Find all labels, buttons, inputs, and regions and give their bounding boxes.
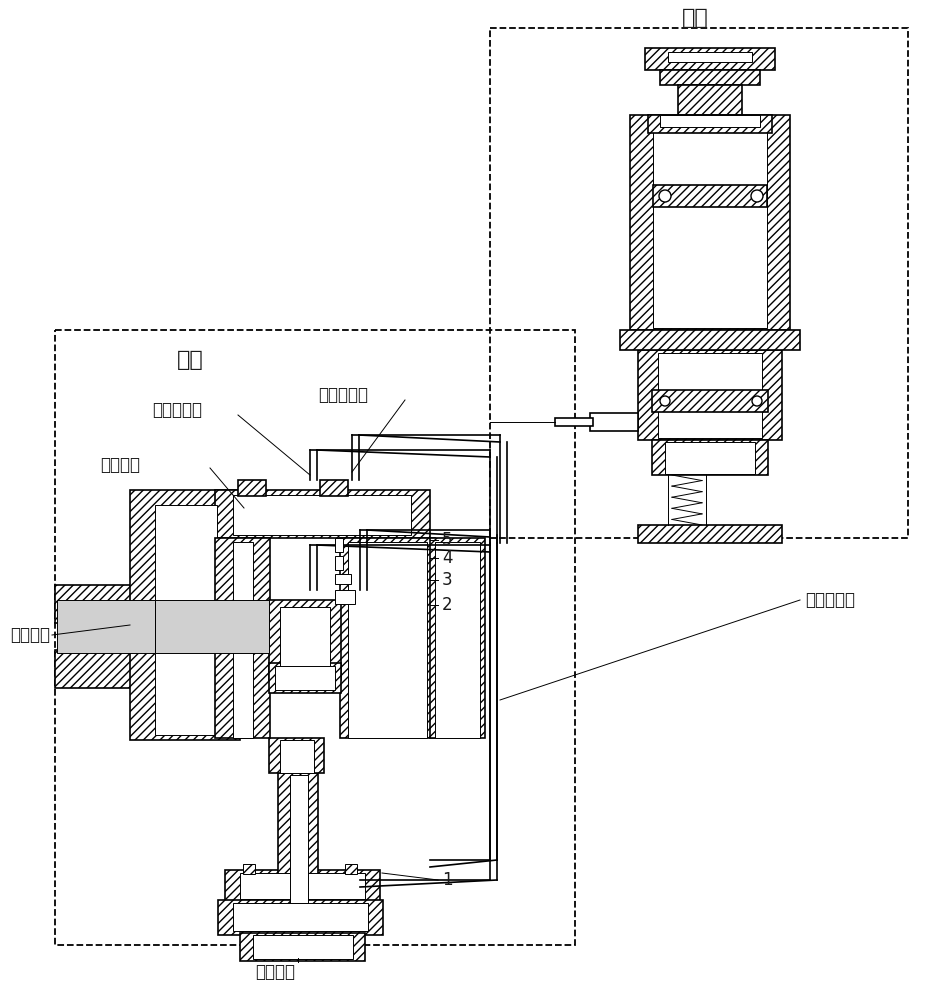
Bar <box>490 28 908 538</box>
Bar <box>335 590 355 604</box>
Text: 导阀: 导阀 <box>682 8 708 28</box>
Bar <box>653 185 767 207</box>
Bar <box>225 870 380 903</box>
Bar <box>335 574 351 584</box>
Bar <box>215 538 270 738</box>
Bar <box>269 600 341 680</box>
Bar <box>243 864 255 874</box>
Bar <box>660 115 760 127</box>
Circle shape <box>659 190 671 202</box>
Bar <box>652 390 768 412</box>
Bar <box>435 542 480 738</box>
Bar <box>678 85 742 115</box>
Bar <box>652 440 768 475</box>
Bar <box>280 607 330 673</box>
Text: 主阀出口: 主阀出口 <box>10 626 50 644</box>
Text: 出口压力管: 出口压力管 <box>318 386 368 404</box>
Bar <box>233 495 411 535</box>
Bar <box>253 935 353 959</box>
Bar <box>620 330 800 350</box>
Bar <box>55 585 240 623</box>
Text: 4: 4 <box>442 549 452 567</box>
Bar <box>240 933 365 961</box>
Bar <box>155 505 217 735</box>
Bar <box>653 118 767 328</box>
Bar <box>57 600 235 653</box>
Bar <box>233 542 253 738</box>
Text: 主阀入口: 主阀入口 <box>255 963 295 981</box>
Text: 入口压力管: 入口压力管 <box>805 591 855 609</box>
Text: 气室压力管: 气室压力管 <box>152 401 202 419</box>
Bar <box>340 538 435 738</box>
Bar <box>430 538 485 738</box>
Circle shape <box>752 396 762 406</box>
Text: 3: 3 <box>442 571 452 589</box>
Bar <box>645 48 775 70</box>
Bar <box>275 666 335 690</box>
Bar <box>638 525 782 543</box>
Bar <box>215 490 430 538</box>
Bar <box>238 480 266 496</box>
Bar <box>269 663 341 693</box>
Circle shape <box>751 190 763 202</box>
Bar <box>240 873 365 899</box>
Bar <box>278 773 318 903</box>
Bar <box>280 740 314 773</box>
Bar <box>130 490 240 740</box>
Bar <box>658 353 762 438</box>
Bar <box>665 442 755 474</box>
Bar <box>155 600 269 653</box>
Text: 1: 1 <box>442 871 452 889</box>
Text: 主阀: 主阀 <box>176 350 204 370</box>
Bar <box>55 650 240 688</box>
Bar <box>218 900 383 935</box>
Text: 2: 2 <box>442 596 452 614</box>
Bar <box>269 738 324 773</box>
Bar <box>555 418 593 426</box>
Bar <box>590 413 638 431</box>
Text: 主阀气室: 主阀气室 <box>100 456 140 474</box>
Circle shape <box>660 396 670 406</box>
Bar <box>290 775 308 903</box>
Bar <box>638 350 782 440</box>
Bar <box>348 542 427 738</box>
Text: 5: 5 <box>442 531 452 549</box>
Bar <box>345 864 357 874</box>
Bar <box>320 480 348 496</box>
Bar <box>233 903 368 931</box>
Bar <box>335 556 343 570</box>
Bar <box>660 70 760 85</box>
Bar <box>630 115 790 330</box>
Bar <box>55 330 575 945</box>
Bar <box>648 115 772 133</box>
Bar <box>668 52 752 62</box>
Bar <box>335 538 343 552</box>
